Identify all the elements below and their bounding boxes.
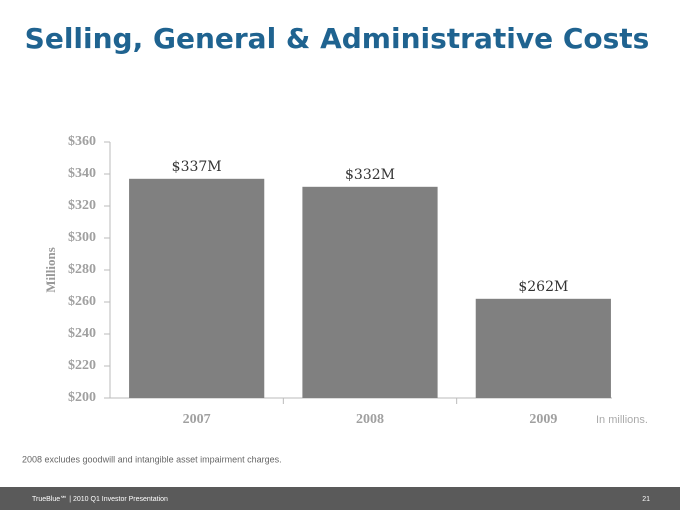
y-tick-label: $300: [68, 230, 96, 245]
footnote: 2008 excludes goodwill and intangible as…: [22, 454, 282, 464]
footer: TrueBlue℠ | 2010 Q1 Investor Presentatio…: [32, 495, 168, 503]
y-tick-label: $320: [68, 198, 96, 213]
y-tick-label: $340: [68, 166, 96, 181]
y-tick-label: $280: [68, 262, 96, 277]
y-tick-label: $360: [68, 134, 96, 149]
bar: [475, 298, 611, 398]
x-tick-label: 2007: [183, 412, 211, 427]
y-tick-label: $220: [68, 358, 96, 373]
value-label: $337M: [172, 159, 222, 175]
footer-bar: [0, 487, 680, 510]
page-number: 21: [642, 496, 650, 503]
bar: [129, 178, 265, 398]
x-tick-label: 2009: [529, 412, 557, 427]
value-label: $262M: [518, 279, 568, 295]
y-tick-label: $240: [68, 326, 96, 341]
bar: [302, 186, 438, 398]
y-axis-label: Millions: [43, 247, 58, 293]
y-tick-label: $260: [68, 294, 96, 309]
value-label: $332M: [345, 167, 395, 183]
chart-title: Selling, General & Administrative Costs: [25, 22, 650, 55]
y-tick-label: $200: [68, 390, 96, 405]
note: In millions.: [596, 414, 648, 426]
x-tick-label: 2008: [356, 412, 384, 427]
